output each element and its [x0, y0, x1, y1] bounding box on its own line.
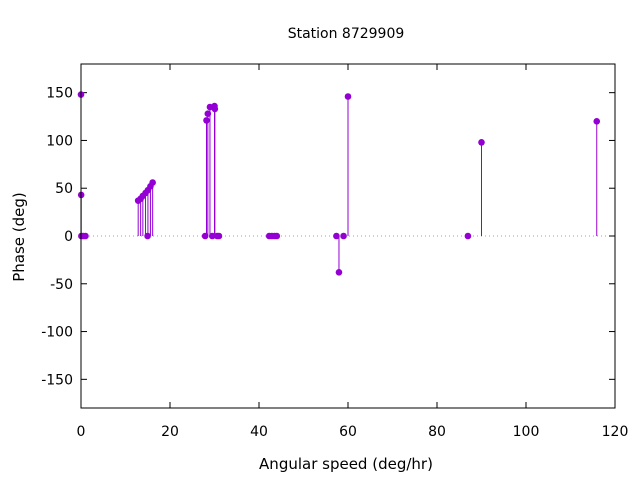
data-point [333, 232, 340, 240]
y-tick-label: -50 [50, 277, 73, 293]
y-tick-label: 50 [55, 181, 73, 197]
data-point [478, 139, 485, 146]
data-point [211, 105, 219, 113]
chart-title: Station 8729909 [288, 26, 405, 42]
y-axis-label: Phase (deg) [10, 192, 28, 282]
data-point [340, 232, 347, 240]
data-point [344, 93, 352, 100]
x-axis-label: Angular speed (deg/hr) [259, 455, 433, 473]
x-tick-label: 100 [513, 424, 540, 440]
x-tick-label: 40 [250, 424, 268, 440]
y-tick-label: 150 [46, 86, 73, 102]
data-point [203, 117, 210, 124]
y-tick-label: 100 [46, 133, 73, 149]
plot-frame [80, 63, 616, 409]
x-tick-label: 80 [428, 424, 446, 440]
x-tick-label: 0 [77, 424, 86, 440]
y-tick-label: 0 [64, 229, 73, 245]
data-point [273, 232, 281, 240]
data-point [208, 232, 216, 240]
y-tick-label: -150 [41, 372, 73, 388]
x-tick-label: 60 [339, 424, 357, 440]
y-tick-label: -100 [41, 325, 73, 341]
x-tick-label: 120 [602, 424, 629, 440]
data-point [149, 179, 156, 186]
x-tick-label: 20 [161, 424, 179, 440]
data-point [215, 232, 223, 240]
data-point [335, 269, 343, 276]
data-point [82, 232, 89, 240]
data-point [464, 232, 472, 240]
data-point [593, 118, 601, 125]
